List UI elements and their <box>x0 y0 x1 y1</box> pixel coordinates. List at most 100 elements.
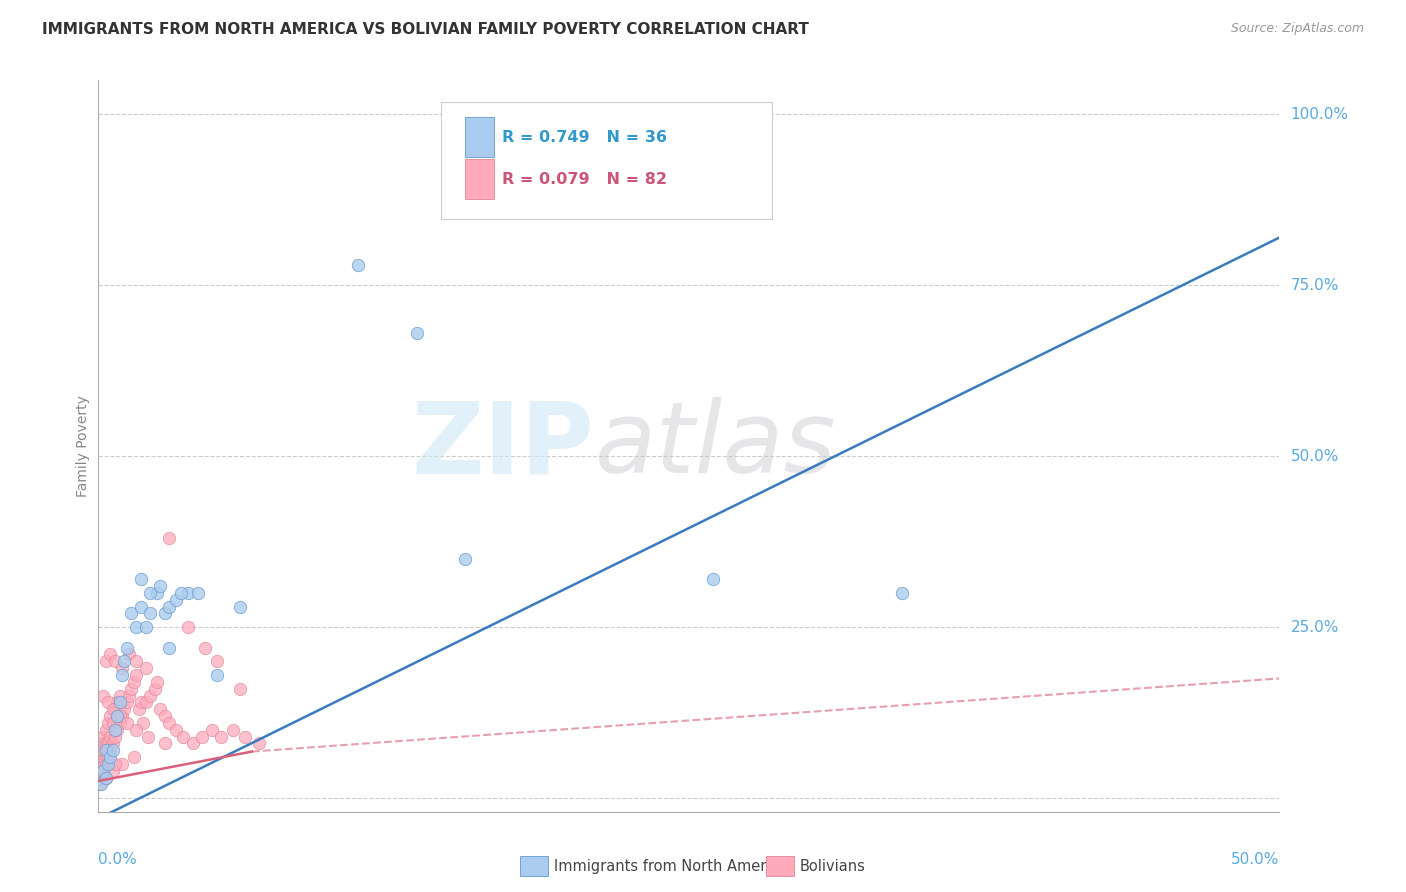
Text: Bolivians: Bolivians <box>800 859 866 873</box>
Point <box>90 777 112 791</box>
Point <box>89 777 111 791</box>
Text: 75.0%: 75.0% <box>1291 277 1339 293</box>
Point <box>143 681 166 696</box>
Point <box>157 531 180 545</box>
Point <box>890 586 912 600</box>
Bar <box>464 117 494 158</box>
Point <box>125 668 148 682</box>
Text: 25.0%: 25.0% <box>1291 620 1339 634</box>
Point <box>91 750 114 764</box>
Point <box>94 771 117 785</box>
Point <box>172 730 194 744</box>
Point <box>135 620 157 634</box>
Point <box>121 681 143 696</box>
Point <box>146 586 169 600</box>
Text: 0.0%: 0.0% <box>98 852 138 867</box>
Point <box>125 620 148 634</box>
Text: ZIP: ZIP <box>412 398 595 494</box>
Point <box>108 709 131 723</box>
Point <box>90 764 112 778</box>
Point <box>91 730 114 744</box>
Text: 50.0%: 50.0% <box>1291 449 1339 464</box>
Point <box>98 648 121 662</box>
Point <box>98 709 121 723</box>
Point <box>157 640 180 655</box>
Point <box>115 695 138 709</box>
Point <box>115 715 138 730</box>
Point <box>194 640 217 655</box>
Point <box>153 736 176 750</box>
Point <box>177 586 200 600</box>
Point <box>112 702 135 716</box>
Point <box>97 695 120 709</box>
Point <box>191 730 214 744</box>
Point <box>90 756 112 771</box>
Point <box>104 730 127 744</box>
Point <box>205 654 228 668</box>
Point <box>108 715 131 730</box>
Point <box>105 723 128 737</box>
Point <box>177 620 200 634</box>
Point <box>125 723 148 737</box>
Point <box>453 551 475 566</box>
Point <box>101 715 124 730</box>
Point <box>98 730 121 744</box>
Point <box>91 764 114 778</box>
Point <box>135 661 157 675</box>
Point <box>101 702 124 716</box>
Point <box>94 723 117 737</box>
Point <box>222 723 245 737</box>
Point <box>91 689 114 703</box>
Point <box>406 326 429 341</box>
Point <box>181 736 204 750</box>
Point <box>125 654 148 668</box>
Point <box>122 750 145 764</box>
Point <box>94 743 117 757</box>
Point <box>105 709 128 723</box>
Point <box>157 715 180 730</box>
Bar <box>464 159 494 199</box>
Point <box>111 661 134 675</box>
Point <box>97 743 120 757</box>
Point <box>128 702 150 716</box>
Point <box>94 771 117 785</box>
Point <box>201 723 224 737</box>
Point <box>229 599 252 614</box>
Point <box>121 607 143 621</box>
Point <box>165 723 187 737</box>
Point <box>108 689 131 703</box>
Point <box>118 689 141 703</box>
Text: IMMIGRANTS FROM NORTH AMERICA VS BOLIVIAN FAMILY POVERTY CORRELATION CHART: IMMIGRANTS FROM NORTH AMERICA VS BOLIVIA… <box>42 22 808 37</box>
Point <box>94 750 117 764</box>
Point <box>129 599 152 614</box>
Text: 100.0%: 100.0% <box>1291 107 1348 122</box>
Point <box>233 730 256 744</box>
Point <box>108 695 131 709</box>
Point <box>165 592 187 607</box>
Point <box>118 648 141 662</box>
Point <box>129 572 152 586</box>
Point <box>347 258 370 272</box>
Point <box>97 736 120 750</box>
Point <box>98 743 121 757</box>
Point <box>209 730 232 744</box>
Y-axis label: Family Poverty: Family Poverty <box>76 395 90 497</box>
Point <box>97 715 120 730</box>
Point <box>98 750 121 764</box>
Point <box>247 736 270 750</box>
Point <box>105 695 128 709</box>
Text: atlas: atlas <box>595 398 837 494</box>
Point <box>153 709 176 723</box>
Point <box>90 771 112 785</box>
Point <box>229 681 252 696</box>
Point <box>129 695 152 709</box>
Point <box>112 654 135 668</box>
Point <box>153 607 176 621</box>
Point <box>115 640 138 655</box>
Point <box>104 723 127 737</box>
Text: R = 0.079   N = 82: R = 0.079 N = 82 <box>502 171 668 186</box>
Point <box>104 756 127 771</box>
Point <box>157 599 180 614</box>
Text: Immigrants from North America: Immigrants from North America <box>554 859 787 873</box>
Text: 50.0%: 50.0% <box>1232 852 1279 867</box>
